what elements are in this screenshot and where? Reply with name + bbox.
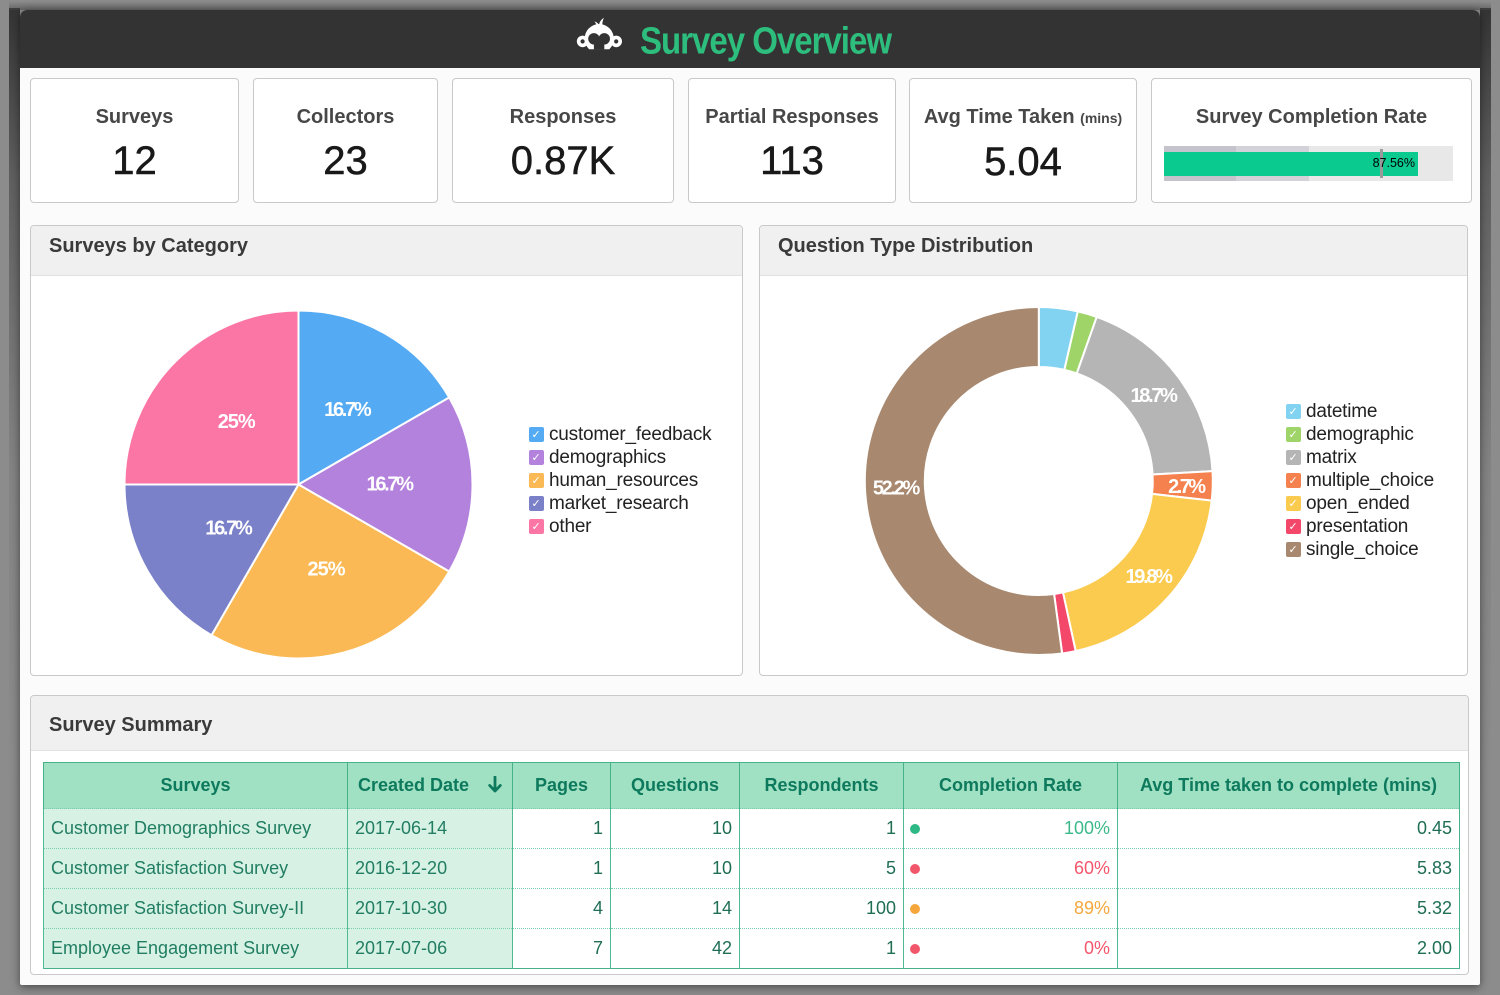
svg-text:16.7%: 16.7% <box>205 517 253 539</box>
svg-text:2.7%: 2.7% <box>1168 476 1206 498</box>
svg-text:25%: 25% <box>308 558 346 580</box>
svg-text:52.2%: 52.2% <box>873 478 921 500</box>
svg-text:25%: 25% <box>218 411 256 433</box>
svg-text:18.7%: 18.7% <box>1130 385 1178 407</box>
svg-text:19.8%: 19.8% <box>1125 566 1173 588</box>
svg-text:16.7%: 16.7% <box>367 474 415 496</box>
svg-text:16.7%: 16.7% <box>324 399 372 421</box>
